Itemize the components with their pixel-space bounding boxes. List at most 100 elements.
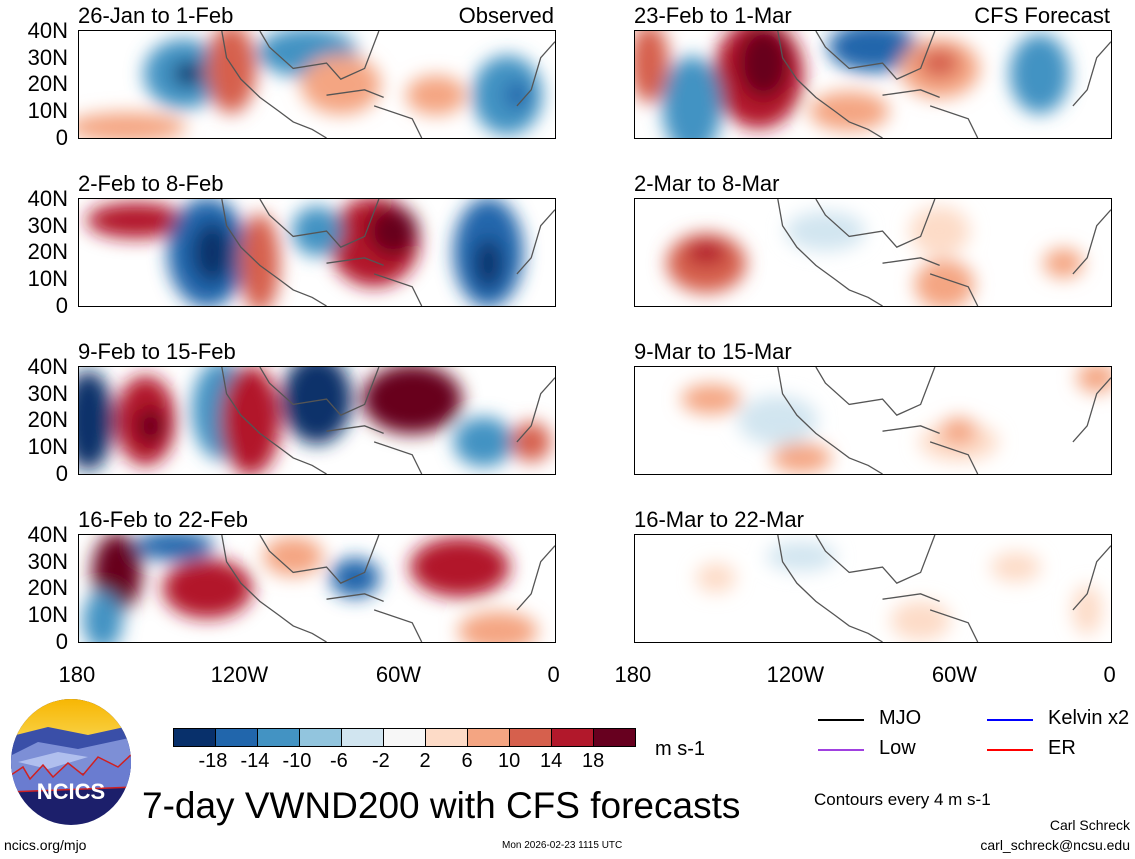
lat-label: 30N [27,380,68,406]
coastline [778,535,1111,642]
lat-label: 0 [55,292,68,318]
lat-label: 0 [55,460,68,486]
coastline [778,367,1111,474]
anomaly-blob [457,611,538,642]
anomaly-blob [206,31,257,114]
coastline [778,199,1111,306]
anomaly-blob [79,370,114,471]
anomaly-blob [890,600,951,641]
colorbar-swatch [510,729,552,746]
colorbar-swatch [216,729,258,746]
anomaly-blob [511,421,552,462]
anomaly-blob [809,91,890,132]
lat-label: 40N [27,18,68,43]
map-panel [634,30,1112,139]
colorbar-tick: -6 [330,750,348,772]
coastline [222,367,555,474]
lat-label: 20N [27,407,68,433]
lat-label: 10N [27,434,68,460]
colorbar-swatch [342,729,384,746]
anomaly-blob [82,590,123,642]
colorbar-tick: 2 [419,750,431,772]
panel-title: 26-Jan to 1-Feb [78,3,234,28]
anomaly-blob [282,367,352,445]
colorbar-swatch [300,729,342,746]
lat-label: 30N [27,44,68,70]
legend-line [818,719,864,721]
panel-title: 2-Mar to 8-Mar [634,171,780,196]
lat-label: 40N [27,522,68,547]
colorbar-units: m s-1 [655,738,705,760]
anomaly-blob [990,552,1041,583]
colorbar-tick: -18 [198,750,228,772]
anomaly-blob [695,562,736,593]
colorbar-swatch [384,729,426,746]
lon-label: 0 [547,662,560,687]
anomaly-blob [737,395,818,446]
legend-line [987,749,1033,751]
colorbar [173,728,636,747]
anomaly-blob [453,416,514,467]
anomaly-blob [1072,584,1103,635]
coastline [222,535,555,642]
colorbar-tick: 18 [582,750,605,772]
lat-label: 0 [55,628,68,654]
panel-title: 23-Feb to 1-Mar [634,3,792,28]
email: carl_schreck@ncsu.edu [980,837,1130,853]
ncics-logo: NCICS [8,697,134,827]
anomaly-blob [785,211,866,252]
map-panel [78,198,556,307]
anomaly-blob [362,367,463,435]
map-panel [634,366,1112,475]
lat-label: 30N [27,548,68,574]
colorbar-tick: 10 [498,750,521,772]
lat-label: 10N [27,266,68,292]
anomaly-blob [1009,33,1070,114]
anomaly-blob [474,238,503,289]
colorbar-tick: -14 [240,750,270,772]
legend-line [987,719,1033,721]
anomaly-blob [263,536,324,577]
colorbar-tick: 6 [461,750,473,772]
lat-label: 20N [27,239,68,265]
anomaly-blob [406,75,466,116]
anomaly-blob [914,259,975,306]
lon-label: 60W [375,662,422,687]
timestamp: Mon 2026-02-23 1115 UTC [502,840,623,851]
anomaly-blob [409,537,510,598]
anomaly-blob [919,48,960,79]
figure-title: 7-day VWND200 with CFS forecasts [142,785,741,826]
legend-line [818,749,864,751]
anomaly-blob [771,442,832,473]
lon-label: 120W [766,662,825,687]
lat-label: 40N [27,354,68,379]
url-text[interactable]: ncics.org/mjo [4,837,87,853]
colorbar-swatch [258,729,300,746]
colorbar-swatch [552,729,594,746]
lat-label: 30N [27,212,68,238]
anomaly-blob [79,112,187,138]
anomaly-blob [86,202,187,239]
lon-label: 120W [210,662,269,687]
lon-label: 180 [614,662,652,687]
anomaly-blob [504,81,529,110]
lon-label: 60W [931,662,978,687]
anomaly-blob [192,222,233,283]
lat-label: 0 [55,124,68,150]
map-panel [634,534,1112,643]
logo-text: NCICS [36,779,106,804]
anomaly-blob [330,557,381,598]
panel-title: 16-Mar to 22-Mar [634,507,804,532]
anomaly-blob [686,240,727,265]
legend-label: ER [1048,737,1076,759]
lat-label: 20N [27,71,68,97]
map-panel [78,30,556,139]
panel-title: 2-Feb to 8-Feb [78,171,224,196]
colorbar-swatch [426,729,468,746]
legend-label: Kelvin x2 [1048,707,1130,729]
lat-label: 20N [27,575,68,601]
coastline [222,31,555,138]
anomaly-blob [828,31,918,73]
anomaly-blob [292,206,342,257]
